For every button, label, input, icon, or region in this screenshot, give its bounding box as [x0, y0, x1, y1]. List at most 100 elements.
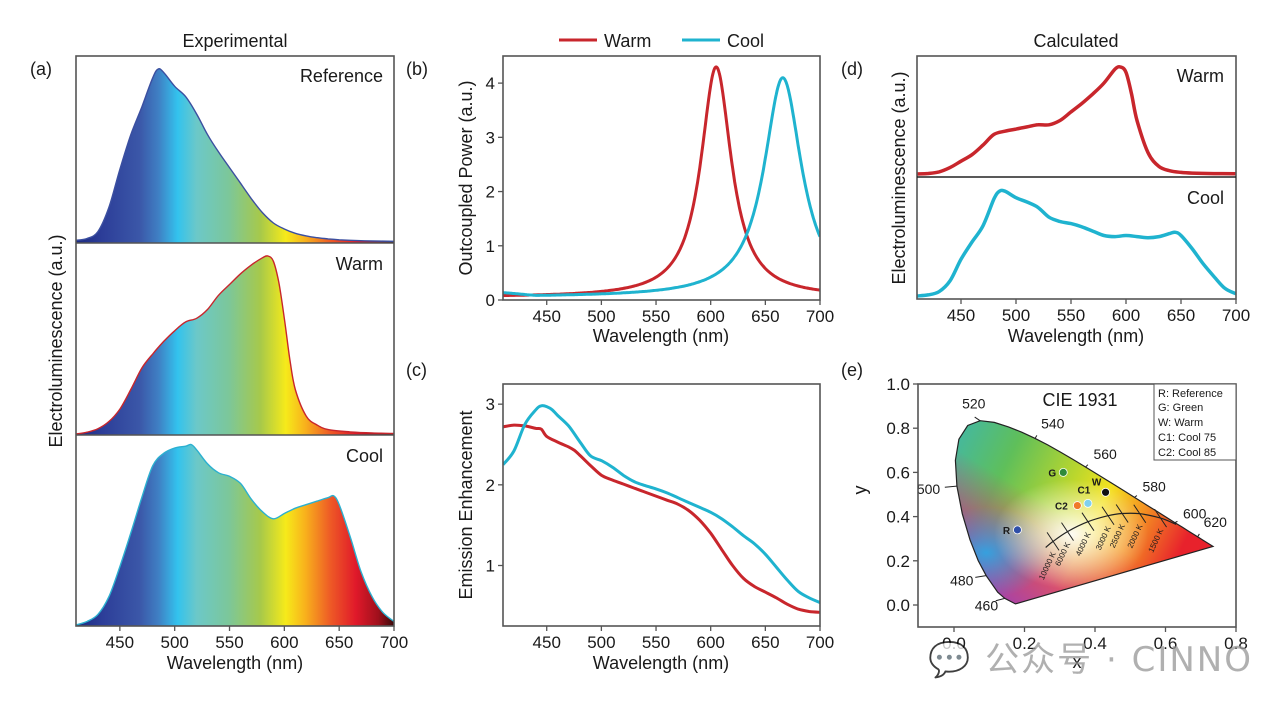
y-axis-label: Electroluminescence (a.u.)	[46, 234, 66, 447]
panel-label-e: (e)	[841, 360, 863, 380]
legend: Warm Cool	[559, 31, 764, 51]
line-cool	[503, 76, 820, 297]
cie-point-g	[1058, 467, 1068, 477]
cie-point-c2	[1072, 501, 1082, 510]
cie-point-c1	[1083, 498, 1093, 508]
spectrum-edge-reference	[76, 68, 394, 242]
wavelength-label: 600	[1183, 506, 1207, 522]
y-tick-label: 3	[486, 128, 495, 147]
wavelength-tick	[1085, 464, 1089, 468]
x-tick-label: 700	[806, 307, 834, 326]
wavelength-label: 560	[1093, 446, 1117, 462]
x-tick-label: 500	[587, 307, 615, 326]
x-tick-label: 650	[751, 307, 779, 326]
panel-e-frame	[917, 383, 1237, 628]
x-tick-label: 450	[947, 306, 975, 325]
x-tick-label: 650	[325, 633, 353, 652]
y-tick-label: 2	[486, 183, 495, 202]
y-tick-label: 3	[486, 395, 495, 414]
spectrum-edge-cool	[76, 443, 394, 626]
x-tick-label: 700	[806, 633, 834, 652]
cie-legend-entry: W: Warm	[1158, 417, 1203, 429]
cie-point-label: G	[1048, 468, 1056, 479]
wavelength-tick	[995, 597, 1005, 602]
isotherm-tick	[1046, 532, 1060, 551]
subplot-label-warm: Warm	[1177, 66, 1224, 86]
cie-point-label: C1	[1078, 485, 1091, 496]
panel-label-a: (a)	[30, 59, 52, 79]
panel-b-frame	[502, 55, 821, 301]
wavelength-label: 620	[1204, 514, 1228, 530]
cie-title: CIE 1931	[1042, 390, 1117, 410]
y-tick-label: 0.8	[886, 419, 910, 438]
cie-point-w	[1101, 487, 1110, 497]
x-tick-label: 450	[533, 633, 561, 652]
x-tick-label: 450	[106, 633, 134, 652]
wavelength-tick	[944, 485, 957, 488]
wavelength-label: 480	[950, 573, 974, 589]
wavelength-label: 520	[962, 396, 986, 412]
x-tick-label: 0.2	[1013, 634, 1037, 653]
y-tick-label: 2	[486, 476, 495, 495]
wechat-icon: 💬	[928, 640, 973, 680]
x-tick-label: 600	[270, 633, 298, 652]
x-tick-label: 550	[642, 307, 670, 326]
cie-gamut-white	[955, 420, 1213, 604]
isotherm-tick	[1101, 506, 1115, 525]
y-tick-label: 1	[486, 237, 495, 256]
x-tick-label: 500	[161, 633, 189, 652]
cie-point-label: R	[1003, 526, 1011, 537]
isotherm-tick	[1133, 504, 1147, 524]
y-tick-label: 0.6	[886, 463, 910, 482]
panel-a-frame	[75, 55, 395, 627]
x-tick-label: 0.8	[1224, 634, 1248, 653]
line-cool	[503, 404, 820, 604]
subplot-label-cool: Cool	[346, 446, 383, 466]
isotherm-tick	[1115, 504, 1129, 523]
panel-a-experimental-spectra: Reference Warm Cool 450 500 550 600 650 700 W…	[46, 55, 408, 673]
subplot-label-warm: Warm	[336, 254, 383, 274]
watermark-text: 公众号 · CINNO	[985, 640, 1253, 680]
subplot-label-cool: Cool	[1187, 188, 1224, 208]
spectrum-fill-reference	[76, 68, 394, 243]
wavelength-tick	[974, 416, 981, 422]
x-tick-label: 550	[642, 633, 670, 652]
y-axis-label: y	[850, 486, 870, 495]
x-axis-label: Wavelength (nm)	[593, 326, 729, 346]
x-tick-label: 500	[587, 633, 615, 652]
panel-label-d: (d)	[841, 59, 863, 79]
cie-legend-entry: C2: Cool 85	[1158, 447, 1216, 459]
y-tick-label: 1.0	[886, 375, 910, 394]
y-tick-label: 0.0	[886, 596, 910, 615]
spectrum-fill-cool	[76, 444, 394, 626]
x-tick-label: 550	[215, 633, 243, 652]
panel-label-c: (c)	[406, 360, 427, 380]
cie-legend-entry: R: Reference	[1158, 388, 1223, 400]
wavelength-tick	[1034, 435, 1038, 439]
cie-point-r	[1013, 525, 1022, 535]
cie-point-label: W	[1092, 477, 1102, 488]
x-tick-label: 650	[751, 633, 779, 652]
x-tick-label: 500	[1002, 306, 1030, 325]
x-tick-label: 600	[697, 307, 725, 326]
y-tick-label: 4	[486, 74, 495, 93]
line-cool	[917, 188, 1236, 298]
cie-spectral-locus	[954, 420, 1215, 605]
line-warm	[503, 65, 820, 298]
x-tick-label: 700	[380, 633, 408, 652]
line-warm	[503, 423, 820, 614]
x-tick-label: 700	[1222, 306, 1250, 325]
line-warm	[917, 65, 1236, 176]
x-axis-label: Wavelength (nm)	[167, 653, 303, 673]
wavelength-tick	[1134, 495, 1138, 498]
wavelength-label: 500	[917, 481, 941, 497]
wavelength-label: 460	[975, 597, 999, 613]
y-tick-label: 1	[486, 557, 495, 576]
isotherm-tick	[1081, 512, 1095, 531]
y-axis-label: Electroluminescence (a.u.)	[889, 71, 909, 284]
isotherm-tick	[1061, 522, 1074, 541]
cie-legend: R: Reference G: Green W: Warm C1: Cool 7…	[1153, 383, 1237, 461]
y-axis-label: Outcoupled Power (a.u.)	[456, 80, 476, 275]
x-tick-label: 450	[533, 307, 561, 326]
